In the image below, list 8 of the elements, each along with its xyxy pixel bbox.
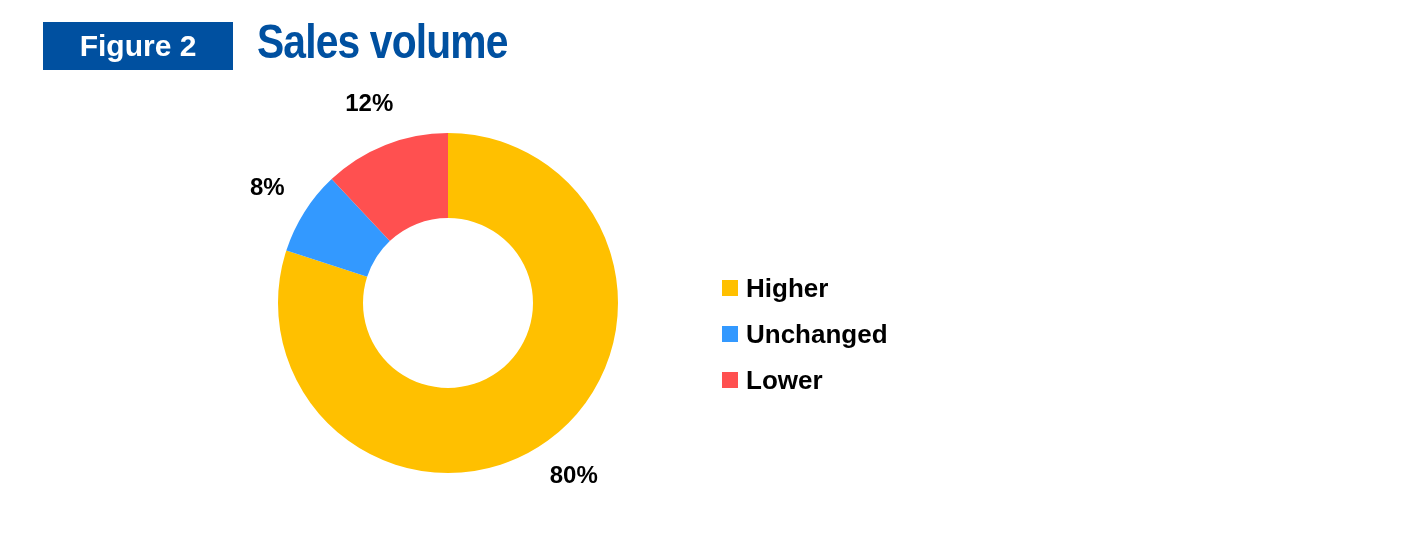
legend-label: Higher <box>746 272 829 304</box>
data-label: 8% <box>249 172 285 200</box>
legend-label: Unchanged <box>746 318 888 350</box>
legend-label: Lower <box>746 364 823 396</box>
chart-title: Sales volume <box>257 14 508 69</box>
data-label: 12% <box>345 88 394 116</box>
data-label: 80% <box>549 460 598 488</box>
caption: Figure 2 <box>43 22 233 70</box>
